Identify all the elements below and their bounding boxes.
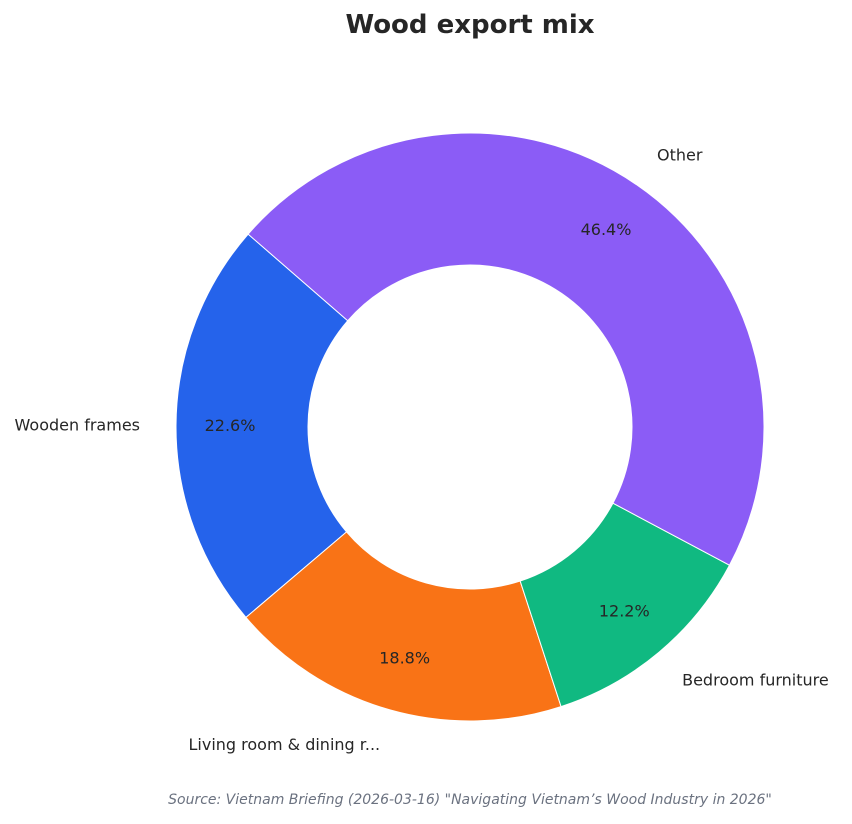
category-label-other: Other bbox=[657, 146, 703, 165]
category-label-living-room-dining-r: Living room & dining r... bbox=[189, 735, 381, 754]
slice-group bbox=[175, 132, 765, 722]
source-note: Source: Vietnam Briefing (2026-03-16) "N… bbox=[168, 792, 772, 808]
donut-chart: 22.6% Wooden frames 18.8% Living room & din… bbox=[15, 132, 829, 754]
slice-other bbox=[247, 132, 765, 566]
category-label-wooden-frames: Wooden frames bbox=[15, 416, 140, 435]
value-label-bedroom-furniture: 12.2% bbox=[599, 601, 650, 620]
slice-wooden-frames bbox=[175, 233, 349, 619]
category-label-bedroom-furniture: Bedroom furniture bbox=[682, 670, 829, 689]
value-label-living-room-dining-r: 18.8% bbox=[379, 648, 430, 667]
slice-living-room-dining-r bbox=[245, 531, 562, 722]
value-label-other: 46.4% bbox=[581, 220, 632, 239]
chart-title: Wood export mix bbox=[345, 10, 595, 40]
label-group: 22.6% Wooden frames 18.8% Living room & din… bbox=[15, 146, 829, 754]
value-label-wooden-frames: 22.6% bbox=[205, 416, 256, 435]
